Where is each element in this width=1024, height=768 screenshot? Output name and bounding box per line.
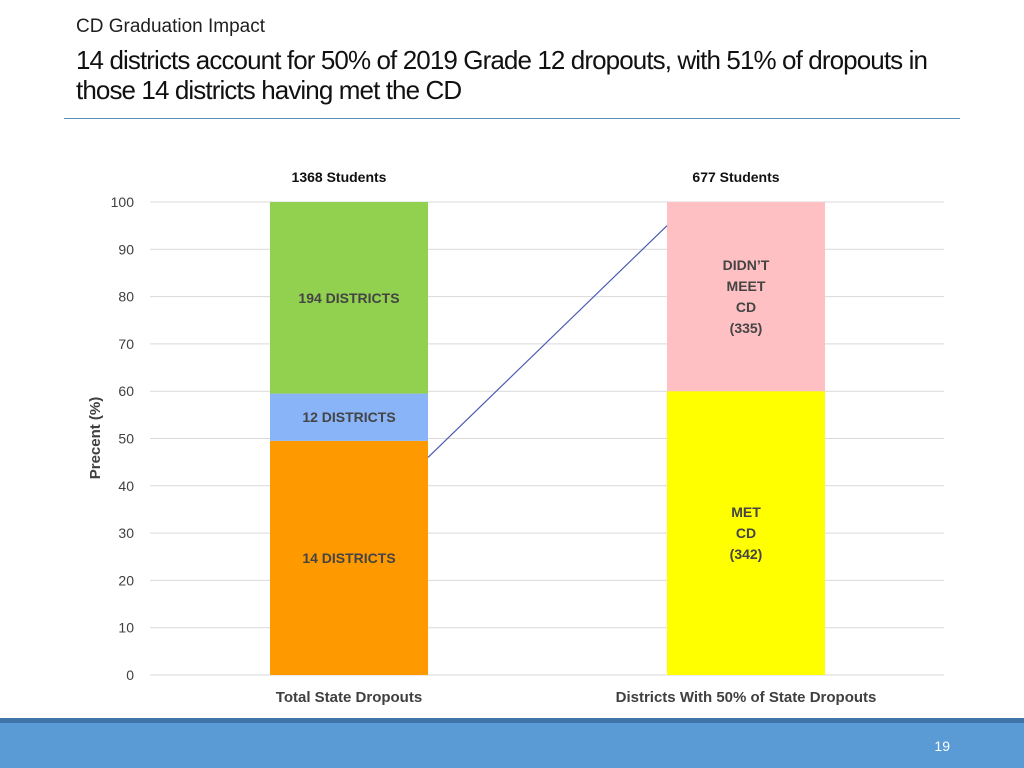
- segment-label-didnt-meet-cd: DIDN’T: [723, 257, 770, 273]
- bar-segment-didnt-meet-cd: [667, 202, 825, 392]
- bar-segment-twelve-districts: [270, 393, 428, 441]
- y-tick-label: 90: [118, 241, 134, 257]
- column-total-label: 677 Students: [692, 169, 779, 185]
- segment-label-didnt-meet-cd: CD: [736, 299, 756, 315]
- footer-accent-line: [0, 718, 1024, 723]
- y-tick-label: 50: [118, 431, 134, 447]
- x-category-label: Districts With 50% of State Dropouts: [616, 689, 877, 706]
- segment-label-one-ninety-four-districts: 194 DISTRICTS: [298, 290, 399, 306]
- segment-label-fourteen-districts: 14 DISTRICTS: [302, 550, 395, 566]
- y-tick-label: 20: [118, 572, 134, 588]
- stacked-bar-chart: 0 10 20 30 40 50 60 70 80 90 100 Precent (%) 14 DIST…: [87, 169, 944, 706]
- y-tick-label: 60: [118, 383, 134, 399]
- bar-segment-fourteen-districts: [270, 440, 428, 675]
- segment-label-met-cd: (342): [730, 546, 763, 562]
- footer-bar: 19: [0, 718, 1024, 768]
- y-tick-label: 30: [118, 525, 134, 541]
- y-axis-label: Precent (%): [87, 397, 104, 480]
- segment-label-twelve-districts: 12 DISTRICTS: [302, 409, 395, 425]
- slide-title: 14 districts account for 50% of 2019 Gra…: [76, 45, 928, 105]
- y-tick-label: 80: [118, 289, 134, 305]
- y-tick-label: 100: [111, 194, 135, 210]
- column-total-label: 1368 Students: [292, 169, 387, 185]
- segment-label-didnt-meet-cd: (335): [730, 320, 763, 336]
- y-tick-label: 40: [118, 478, 134, 494]
- y-tick-label: 70: [118, 336, 134, 352]
- segment-label-met-cd: MET: [731, 504, 761, 520]
- x-category-label: Total State Dropouts: [276, 689, 422, 706]
- connector-line: [427, 225, 668, 458]
- slide-kicker: CD Graduation Impact: [76, 16, 266, 37]
- y-tick-label: 10: [118, 620, 134, 636]
- bar-segment-one-ninety-four-districts: [270, 202, 428, 394]
- segment-label-met-cd: CD: [736, 525, 756, 541]
- y-tick-label: 0: [126, 667, 134, 683]
- bar-segment-met-cd: [667, 391, 825, 675]
- slide-header: CD Graduation Impact 14 districts accoun…: [76, 14, 976, 105]
- page-number: 19: [934, 738, 950, 754]
- title-divider: [64, 118, 960, 119]
- segment-label-didnt-meet-cd: MEET: [727, 278, 766, 294]
